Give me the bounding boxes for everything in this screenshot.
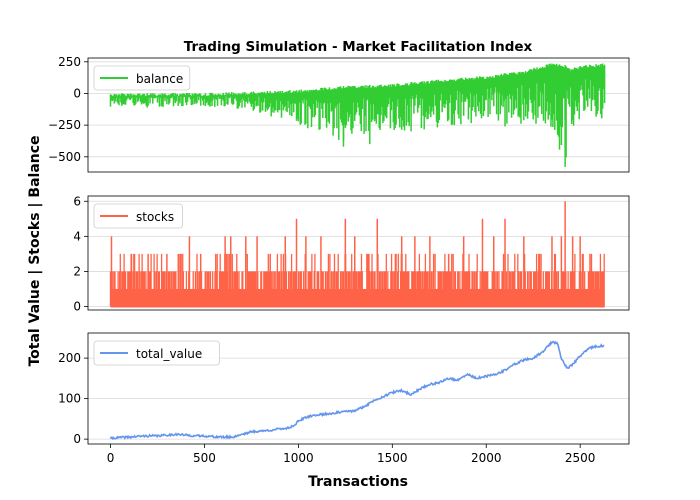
legend-box xyxy=(93,203,183,229)
x-tick-label: 1500 xyxy=(377,451,408,465)
y-tick-label-stocks: 0 xyxy=(73,299,81,313)
x-axis-label: Transactions xyxy=(308,474,408,490)
legend-box xyxy=(93,340,220,366)
legend-total-value: total_value xyxy=(93,340,220,366)
panel-stocks: 0 2 4 6 stocks xyxy=(73,194,630,313)
x-tick-label: 2000 xyxy=(471,451,502,465)
x-tick-label: 2500 xyxy=(565,451,596,465)
y-tick-label-balance: 250 xyxy=(58,55,81,69)
legend-label: stocks xyxy=(136,210,174,224)
legend-label: balance xyxy=(136,72,183,86)
y-tick-label-total-value: 0 xyxy=(73,432,81,446)
total-value-series-line xyxy=(109,340,605,441)
y-tick-label-stocks: 2 xyxy=(73,264,81,278)
y-tick-label-stocks: 6 xyxy=(73,194,81,208)
plot-frame-stocks xyxy=(87,195,630,311)
y-tick-label-balance: −250 xyxy=(48,118,81,132)
panel-total-value: 0 100 200 total_value xyxy=(58,332,630,446)
y-tick-label-total-value: 100 xyxy=(58,392,81,406)
plot-frame-total-value xyxy=(87,332,630,445)
y-tick-label-balance: −500 xyxy=(48,150,81,164)
chart-title: Trading Simulation - Market Facilitation… xyxy=(184,39,533,55)
legend-balance: balance xyxy=(93,65,191,91)
x-tick-label: 0 xyxy=(107,451,115,465)
legend-box xyxy=(93,65,191,91)
x-tick-label: 500 xyxy=(193,451,216,465)
plot-frame-balance xyxy=(87,57,630,173)
y-tick-label-stocks: 4 xyxy=(73,229,81,243)
balance-series-line xyxy=(109,63,606,158)
y-tick-label-total-value: 200 xyxy=(58,351,81,365)
legend-stocks: stocks xyxy=(93,203,183,229)
y-tick-label-balance: 0 xyxy=(73,86,81,100)
x-axis-ticks: 0 500 1000 1500 2000 2500 xyxy=(107,444,596,465)
x-tick-label: 1000 xyxy=(283,451,314,465)
legend-label: total_value xyxy=(136,347,202,361)
panel-balance: 250 0 −250 −500 balance xyxy=(48,55,630,173)
y-axis-label: Total Value | Stocks | Balance xyxy=(27,135,43,366)
